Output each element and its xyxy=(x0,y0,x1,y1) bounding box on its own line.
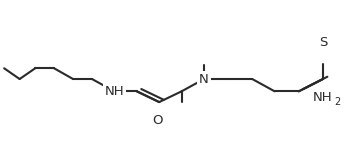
Text: N: N xyxy=(199,73,209,86)
Text: O: O xyxy=(153,114,163,127)
Text: NH: NH xyxy=(104,85,124,98)
Text: S: S xyxy=(319,36,327,49)
Text: NH: NH xyxy=(313,91,333,104)
Text: 2: 2 xyxy=(334,97,340,107)
